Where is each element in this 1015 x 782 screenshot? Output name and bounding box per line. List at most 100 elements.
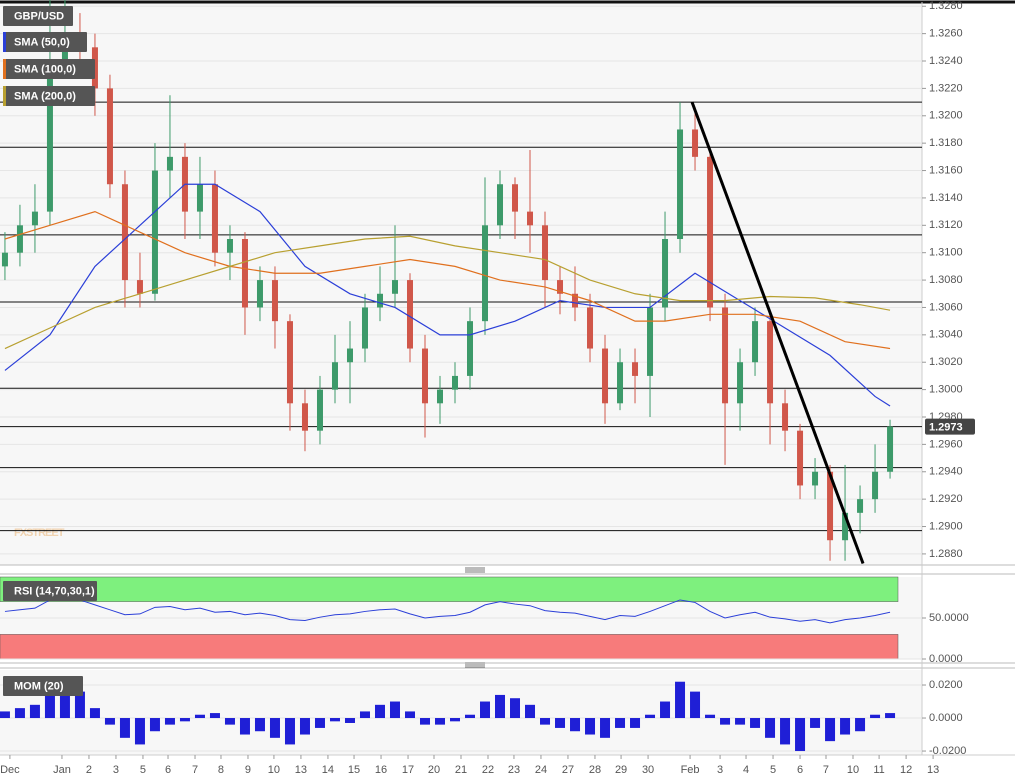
mom-bar xyxy=(840,718,851,735)
mom-bar xyxy=(404,711,415,719)
y-tick-label: 1.3160 xyxy=(929,164,963,176)
candle-body xyxy=(512,184,519,212)
candle-body xyxy=(692,129,699,157)
legend-box xyxy=(3,32,87,52)
mom-bar xyxy=(810,718,821,728)
candle-body xyxy=(331,362,338,390)
mom-bar xyxy=(585,718,596,735)
candle-body xyxy=(346,348,353,363)
candle-body xyxy=(16,225,23,253)
candle-body xyxy=(467,321,474,376)
legend-box xyxy=(3,86,95,106)
x-tick-label: 28 xyxy=(589,764,601,776)
candle-body xyxy=(632,362,639,376)
mom-bar xyxy=(870,714,881,719)
x-tick-label: 16 xyxy=(375,764,387,776)
x-tick-label: 12 xyxy=(900,764,912,776)
y-tick-label: 1.2880 xyxy=(929,548,963,560)
candle-body xyxy=(376,293,383,308)
candle-body xyxy=(391,280,398,294)
mom-bar xyxy=(795,718,806,752)
mom-panel xyxy=(0,670,922,755)
candle-body xyxy=(647,307,654,376)
x-tick-label: 5 xyxy=(770,764,776,776)
x-tick-label: Dec xyxy=(0,764,20,776)
y-tick-label: 1.3060 xyxy=(929,301,963,313)
x-tick-label: 15 xyxy=(348,764,360,776)
candle-body xyxy=(722,307,729,404)
mom-bar xyxy=(750,718,761,728)
y-tick-label: 1.3200 xyxy=(929,110,963,122)
resize-grip[interactable] xyxy=(465,567,485,573)
y-tick-label: 1.2960 xyxy=(929,438,963,450)
candle-body xyxy=(797,430,804,486)
candle-body xyxy=(256,280,263,308)
y-tick-label: 1.3020 xyxy=(929,356,963,368)
mom-bar xyxy=(570,718,581,732)
x-tick-label: 7 xyxy=(823,764,829,776)
mom-bar xyxy=(765,718,776,738)
x-tick-label: 23 xyxy=(508,764,520,776)
mom-bar xyxy=(329,718,340,722)
mom-bar xyxy=(239,718,250,735)
mom-bar xyxy=(224,718,235,725)
candle-body xyxy=(662,239,669,308)
legend-box xyxy=(3,676,83,696)
mom-bar xyxy=(119,718,130,738)
legend-label: SMA (100,0) xyxy=(14,63,76,75)
candle-body xyxy=(542,225,549,281)
candle-body xyxy=(121,184,128,281)
y-tick-label: 1.3260 xyxy=(929,28,963,40)
candle-body xyxy=(1,252,8,267)
mom-bar xyxy=(675,681,686,719)
y-tick-label: 1.3040 xyxy=(929,329,963,341)
legend-swatch xyxy=(3,86,6,106)
x-tick-label: 14 xyxy=(322,764,334,776)
mom-bar xyxy=(374,704,385,719)
x-tick-label: 2 xyxy=(86,764,92,776)
mom-bar xyxy=(645,714,656,719)
y-tick-label: 1.3220 xyxy=(929,82,963,94)
resize-grip[interactable] xyxy=(465,662,485,668)
x-tick-label: 3 xyxy=(717,764,723,776)
rsi-band xyxy=(0,634,899,660)
y-tick-label: 1.2900 xyxy=(929,520,963,532)
x-tick-label: 8 xyxy=(218,764,224,776)
x-tick-label: 5 xyxy=(140,764,146,776)
candle-body xyxy=(286,321,293,404)
mom-bar xyxy=(104,718,115,725)
legend-label: GBP/USD xyxy=(14,10,64,22)
mom-bar xyxy=(269,718,280,738)
y-tick-label: 0.0000 xyxy=(929,712,963,724)
mom-bar xyxy=(480,701,491,719)
mom-bar xyxy=(44,681,55,719)
candle-body xyxy=(226,239,233,253)
mom-bar xyxy=(14,708,25,719)
candle-body xyxy=(842,512,849,541)
mom-bar xyxy=(540,718,551,725)
legend-swatch xyxy=(3,32,6,52)
candle-body xyxy=(31,211,38,226)
mom-bar xyxy=(254,718,265,732)
mom-bar xyxy=(149,718,160,732)
y-tick-label: 1.3000 xyxy=(929,384,963,396)
sma-line xyxy=(4,210,891,350)
candle-body xyxy=(767,321,774,404)
mom-bar xyxy=(660,701,671,719)
candle-body xyxy=(421,348,428,404)
legend-label: SMA (50,0) xyxy=(14,36,70,48)
candle-body xyxy=(497,184,504,226)
x-tick-label: 7 xyxy=(192,764,198,776)
sma-line xyxy=(4,235,891,350)
mom-bar xyxy=(555,718,566,728)
rsi-line xyxy=(4,597,891,624)
mom-bar xyxy=(720,718,731,725)
mom-bar xyxy=(495,694,506,719)
y-tick-label: 1.2940 xyxy=(929,466,963,478)
candle-body xyxy=(887,426,894,472)
x-tick-label: 24 xyxy=(535,764,547,776)
mom-bar xyxy=(359,711,370,719)
candle-body xyxy=(737,362,744,404)
trendline xyxy=(690,101,865,565)
candle-body xyxy=(782,403,789,431)
